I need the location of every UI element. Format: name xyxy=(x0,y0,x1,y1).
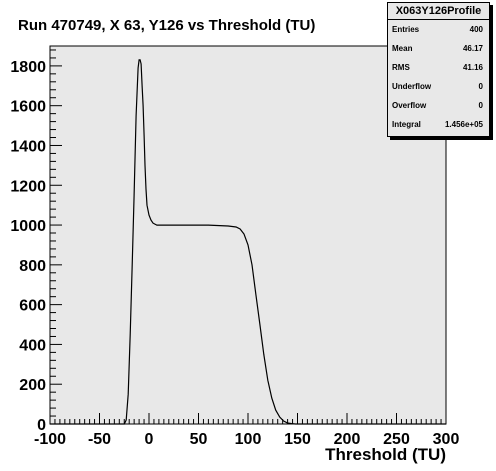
stats-row-underflow: Underflow 0 xyxy=(388,77,489,96)
stats-row-entries: Entries 400 xyxy=(388,20,489,39)
stats-value: 400 xyxy=(469,25,483,34)
stats-label: RMS xyxy=(392,63,410,72)
stats-row-rms: RMS 41.16 xyxy=(388,58,489,77)
stats-value: 0 xyxy=(478,101,483,110)
y-tick-label: 400 xyxy=(19,337,46,354)
y-tick-label: 1600 xyxy=(10,99,46,116)
stats-box: X063Y126Profile Entries 400 Mean 46.17 R… xyxy=(387,2,490,137)
x-tick-label: -100 xyxy=(34,431,66,448)
stats-label: Integral xyxy=(392,120,421,129)
stats-row-overflow: Overflow 0 xyxy=(388,96,489,115)
y-tick-label: 800 xyxy=(19,258,46,275)
plot-frame xyxy=(49,45,447,425)
x-tick-label: 200 xyxy=(334,431,361,448)
stats-value: 1.456e+05 xyxy=(444,120,483,129)
stats-label: Underflow xyxy=(392,82,432,91)
y-tick-label: 200 xyxy=(19,377,46,394)
x-tick-label: 100 xyxy=(235,431,262,448)
y-tick-label: 0 xyxy=(37,417,46,434)
stats-title: X063Y126Profile xyxy=(388,3,489,20)
y-tick-label: 1200 xyxy=(10,178,46,195)
x-tick-label: -50 xyxy=(88,431,111,448)
series-line xyxy=(50,59,446,425)
stats-label: Mean xyxy=(392,44,413,53)
stats-value: 46.17 xyxy=(462,44,483,53)
stats-label: Entries xyxy=(392,25,420,34)
stats-value: 41.16 xyxy=(462,63,483,72)
stats-row-integral: Integral 1.456e+05 xyxy=(388,115,489,134)
x-axis-label: Threshold (TU) xyxy=(325,445,446,464)
stats-value: 0 xyxy=(478,82,483,91)
x-tick-label: 250 xyxy=(383,431,410,448)
stats-label: Overflow xyxy=(392,101,427,110)
y-tick-label: 1800 xyxy=(10,59,46,76)
y-tick-label: 1400 xyxy=(10,138,46,155)
chart-title: Run 470749, X 63, Y126 vs Threshold (TU) xyxy=(18,17,316,34)
stats-row-mean: Mean 46.17 xyxy=(388,39,489,58)
y-tick-label: 1000 xyxy=(10,218,46,235)
y-tick-label: 600 xyxy=(19,298,46,315)
x-tick-label: 50 xyxy=(190,431,208,448)
x-tick-label: 0 xyxy=(145,431,154,448)
x-tick-label: 150 xyxy=(284,431,311,448)
x-tick-label: 300 xyxy=(433,431,460,448)
